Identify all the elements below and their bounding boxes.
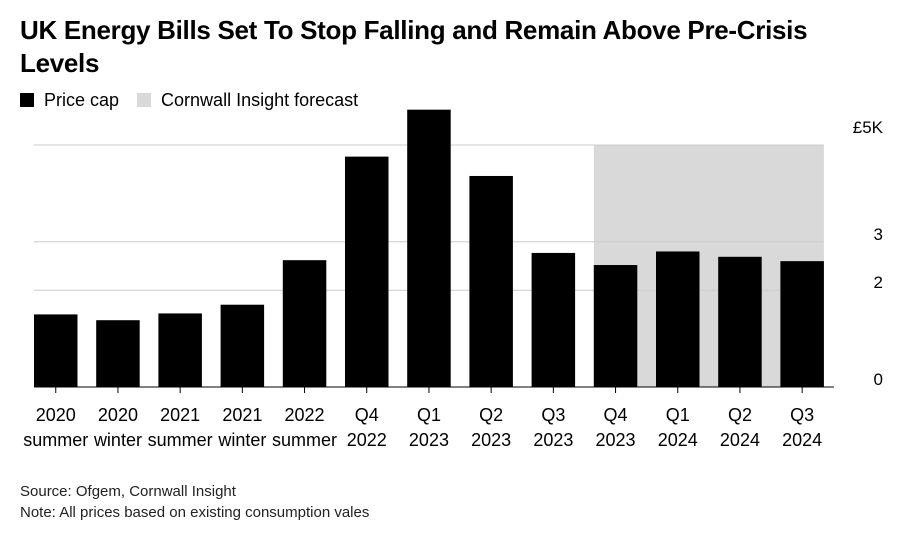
x-tick-label: 2022 bbox=[347, 430, 387, 450]
bar bbox=[780, 261, 824, 387]
bar bbox=[345, 156, 389, 387]
bar bbox=[158, 313, 202, 387]
x-tick-label: Q1 bbox=[417, 405, 441, 425]
legend-swatch-forecast bbox=[137, 93, 152, 107]
x-tick-label: 2023 bbox=[596, 430, 636, 450]
bar bbox=[656, 251, 700, 387]
bar bbox=[282, 260, 327, 387]
footer: Source: Ofgem, Cornwall Insight Note: Al… bbox=[20, 481, 369, 523]
x-tick-label: 2021 bbox=[160, 405, 200, 425]
bar bbox=[407, 109, 451, 387]
legend-label-forecast: Cornwall Insight forecast bbox=[161, 89, 359, 110]
bar bbox=[96, 320, 140, 387]
x-tick-label: winter bbox=[217, 430, 266, 450]
bar bbox=[531, 252, 576, 387]
x-tick-label: 2023 bbox=[409, 430, 449, 450]
legend-label-price-cap: Price cap bbox=[44, 89, 120, 110]
x-tick-label: winter bbox=[93, 430, 142, 450]
legend-swatch-price-cap bbox=[20, 93, 34, 107]
y-tick-label: 3 bbox=[874, 225, 883, 244]
legend: Price cap Cornwall Insight forecast bbox=[20, 89, 376, 111]
y-tick-label: 0 bbox=[874, 370, 883, 389]
x-tick-label: Q1 bbox=[666, 405, 690, 425]
y-tick-label: £5K bbox=[853, 118, 884, 137]
source-note: Source: Ofgem, Cornwall Insight bbox=[20, 483, 236, 500]
x-tick-label: summer bbox=[148, 430, 213, 450]
y-tick-label: 2 bbox=[874, 273, 883, 292]
footnote: Note: All prices based on existing consu… bbox=[20, 504, 370, 521]
x-tick-label: 2024 bbox=[658, 430, 698, 450]
legend-item-price-cap: Price cap bbox=[20, 90, 119, 111]
x-tick-label: summer bbox=[272, 430, 337, 450]
x-tick-label: 2021 bbox=[222, 405, 262, 425]
x-tick-label: Q2 bbox=[728, 405, 752, 425]
x-tick-label: 2023 bbox=[471, 430, 511, 450]
x-tick-label: Q2 bbox=[479, 405, 503, 425]
bar-chart: 0 2 3 £5K 2020 summer 2020 winter 2021 summer 2021… bbox=[23, 109, 884, 450]
x-tick-label: 2024 bbox=[782, 430, 822, 450]
bar bbox=[220, 304, 265, 387]
bar bbox=[469, 175, 513, 387]
x-tick-label: Q3 bbox=[541, 405, 565, 425]
x-tick-label: 2022 bbox=[285, 405, 325, 425]
x-tick-label: Q4 bbox=[355, 405, 379, 425]
bar bbox=[718, 256, 762, 387]
bar bbox=[593, 265, 638, 387]
x-tick-label: Q3 bbox=[790, 405, 814, 425]
legend-item-forecast: Cornwall Insight forecast bbox=[137, 90, 358, 111]
x-tick-label: 2020 bbox=[36, 405, 76, 425]
x-tick-label: 2024 bbox=[720, 430, 760, 450]
x-tick-label: summer bbox=[23, 430, 88, 450]
x-tick-label: Q4 bbox=[604, 405, 628, 425]
bar bbox=[34, 314, 78, 387]
x-tick-label: 2023 bbox=[533, 430, 573, 450]
x-tick-label: 2020 bbox=[98, 405, 138, 425]
chart-title: UK Energy Bills Set To Stop Falling and … bbox=[20, 15, 808, 78]
